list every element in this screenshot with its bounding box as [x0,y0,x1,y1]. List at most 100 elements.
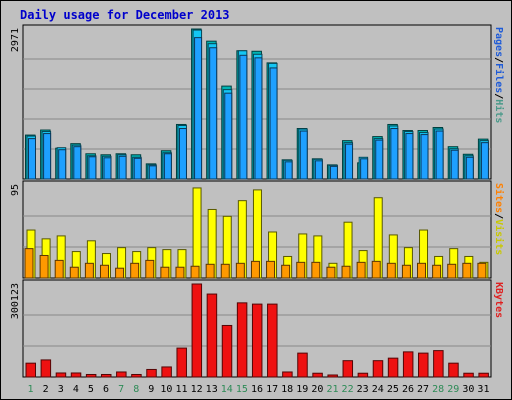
x-tick-label: 17 [266,384,278,395]
x-tick-label: 9 [148,384,154,395]
bar-pages-31 [480,142,489,180]
legend-files: Files [493,63,505,93]
bar-pages-11 [178,128,187,180]
bar-kbytes-12 [191,283,203,378]
y-max-label: 300123 [10,283,21,319]
x-tick-label: 14 [221,384,233,395]
x-tick-label: 8 [133,384,139,395]
x-tick-label: 5 [88,384,94,395]
bar-kbytes-3 [55,372,67,378]
y-max-label: 95 [10,184,21,196]
bar-kbytes-6 [100,373,112,378]
legend-hits: Hits [493,99,505,123]
bar-pages-30 [465,156,474,180]
bar-pages-4 [73,146,82,180]
bar-pages-5 [88,156,97,180]
bar-pages-12 [194,37,203,180]
x-tick-label: 2 [43,384,49,395]
x-tick-label: 13 [206,384,218,395]
bar-kbytes-1 [25,362,36,378]
x-tick-label: 12 [191,384,203,395]
x-tick-label: 25 [387,384,399,395]
x-tick-label: 22 [342,384,354,395]
x-tick-label: 18 [281,384,293,395]
bar-sites-1 [24,248,34,279]
right-legend: KBytes [493,282,504,318]
bar-pages-9 [148,165,157,180]
legend-separator: / [493,93,504,99]
x-tick-label: 27 [417,384,429,395]
bar-sites-26 [401,264,411,279]
x-tick-label: 10 [160,384,172,395]
x-tick-label: 3 [58,384,64,395]
panel-hits-files-pages: 2971 Pages/Files/Hits [10,24,505,180]
bar-pages-16 [254,57,263,180]
bar-sites-11 [175,266,185,279]
bar-pages-29 [450,149,459,180]
x-tick-label: 29 [447,384,459,395]
bar-kbytes-13 [206,293,218,378]
bar-sites-23 [356,261,366,279]
x-tick-label: 21 [326,384,338,395]
bar-pages-23 [360,158,369,180]
bar-kbytes-31 [478,372,489,378]
bar-sites-5 [84,262,94,279]
bar-pages-13 [209,47,218,180]
series-sites [24,248,487,279]
x-axis: 1 2 3 4 5 6 7 8 9 10 11 12 13 14 15 16 17 18 19 20 21 22 23 24 2… [28,384,490,395]
bar-pages-14 [224,92,233,180]
legend-separator: / [493,57,504,63]
bar-sites-21 [326,266,336,279]
right-legend: Sites/Visits [493,183,505,255]
y-max-label: 2971 [10,28,21,52]
right-legend: Pages/Files/Hits [493,27,505,123]
bar-kbytes-28 [433,350,444,378]
bar-sites-13 [205,263,215,279]
x-tick-label: 30 [462,384,474,395]
bar-pages-10 [163,153,172,180]
bar-sites-28 [432,264,442,279]
series-visits [26,187,489,279]
bar-sites-24 [371,260,381,279]
x-tick-label: 28 [432,384,444,395]
bar-pages-15 [239,54,248,180]
bar-pages-8 [133,157,142,180]
bar-sites-12 [190,265,200,279]
bar-kbytes-30 [463,372,474,378]
bar-kbytes-26 [402,351,414,378]
bar-kbytes-10 [161,366,172,378]
series-pages [28,37,489,180]
bar-sites-22 [341,265,351,279]
bar-kbytes-24 [372,360,384,378]
bar-sites-20 [311,261,321,279]
bar-sites-31 [477,262,487,279]
legend-separator: / [493,213,504,219]
bar-sites-14 [220,263,230,279]
chart-panels: 2971 Pages/Files/Hits 95 Sites/Visits 300123… [10,24,505,378]
bar-pages-18 [284,161,293,180]
bar-sites-15 [235,262,245,279]
bar-pages-21 [329,165,338,180]
x-tick-label: 15 [236,384,248,395]
bar-sites-8 [130,262,140,279]
bar-kbytes-16 [251,303,263,378]
legend-kbytes: KBytes [493,282,504,318]
bar-pages-24 [375,139,384,180]
x-tick-label: 20 [311,384,323,395]
bar-kbytes-21 [327,374,338,378]
x-tick-label: 26 [402,384,414,395]
bar-kbytes-20 [312,372,323,378]
bar-pages-27 [420,134,429,180]
legend-visits: Visits [493,219,505,255]
bar-kbytes-5 [85,373,97,378]
bar-kbytes-19 [297,352,308,378]
x-tick-label: 6 [103,384,109,395]
bar-sites-9 [145,259,155,279]
bar-kbytes-7 [116,371,127,378]
bar-pages-7 [118,155,127,180]
bar-kbytes-8 [131,373,142,378]
bar-kbytes-23 [357,372,369,378]
bar-sites-16 [250,260,260,279]
bar-sites-2 [39,254,49,279]
